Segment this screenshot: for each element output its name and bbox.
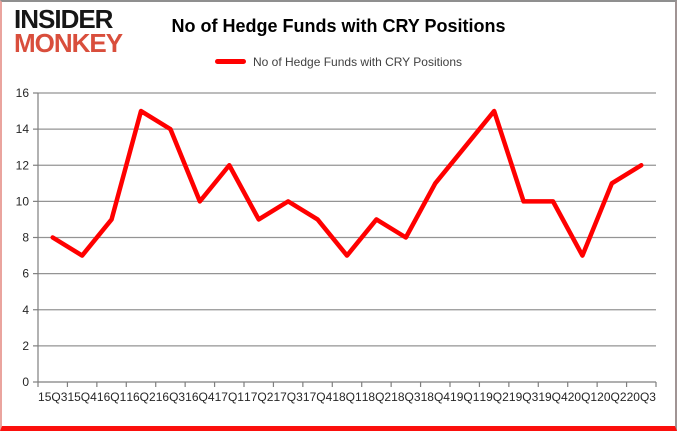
x-axis-label: 17Q4	[303, 390, 333, 404]
chart-title: No of Hedge Funds with CRY Positions	[171, 16, 506, 36]
x-axis-label: 16Q3	[156, 390, 186, 404]
x-axis-label: 18Q2	[362, 390, 392, 404]
x-axis-label: 16Q2	[126, 390, 156, 404]
x-axis-label: 19Q2	[479, 390, 509, 404]
x-axis-label: 15Q4	[67, 390, 97, 404]
series-line	[50, 108, 644, 258]
x-axis-label: 18Q1	[332, 390, 362, 404]
x-axis-label: 15Q3	[38, 390, 68, 404]
x-axis-label: 17Q3	[273, 390, 303, 404]
logo-text-insider: INSIDER	[14, 4, 113, 34]
logo-text-monkey: MONKEY	[14, 27, 123, 58]
y-axis-label: 2	[22, 339, 29, 353]
x-axis-label: 18Q3	[391, 390, 421, 404]
y-axis-label: 8	[22, 231, 29, 245]
x-axis-label: 20Q1	[568, 390, 598, 404]
y-axis-label: 4	[22, 303, 29, 317]
x-axis-label: 19Q4	[538, 390, 568, 404]
x-axis-label: 18Q4	[421, 390, 451, 404]
x-axis-label: 20Q2	[597, 390, 627, 404]
y-axis-label: 6	[22, 267, 29, 281]
y-axis-label: 10	[16, 194, 30, 208]
y-axis-label: 0	[22, 375, 29, 389]
x-axis-label: 19Q3	[509, 390, 539, 404]
y-axis-label: 12	[16, 158, 30, 172]
x-axis-label: 17Q1	[215, 390, 245, 404]
x-axis-label: 19Q1	[450, 390, 480, 404]
x-axis-label: 17Q2	[244, 390, 274, 404]
legend-line-swatch	[215, 59, 246, 65]
x-axis-label: 16Q1	[97, 390, 127, 404]
x-axis-label: 16Q4	[185, 390, 215, 404]
legend: No of Hedge Funds with CRY Positions	[2, 55, 675, 69]
legend-label: No of Hedge Funds with CRY Positions	[253, 55, 462, 69]
y-axis-label: 16	[16, 86, 30, 100]
x-axis-label: 20Q3	[627, 390, 657, 404]
y-axis-label: 14	[16, 122, 30, 136]
insider-monkey-logo: INSIDER MONKEY	[14, 4, 123, 58]
